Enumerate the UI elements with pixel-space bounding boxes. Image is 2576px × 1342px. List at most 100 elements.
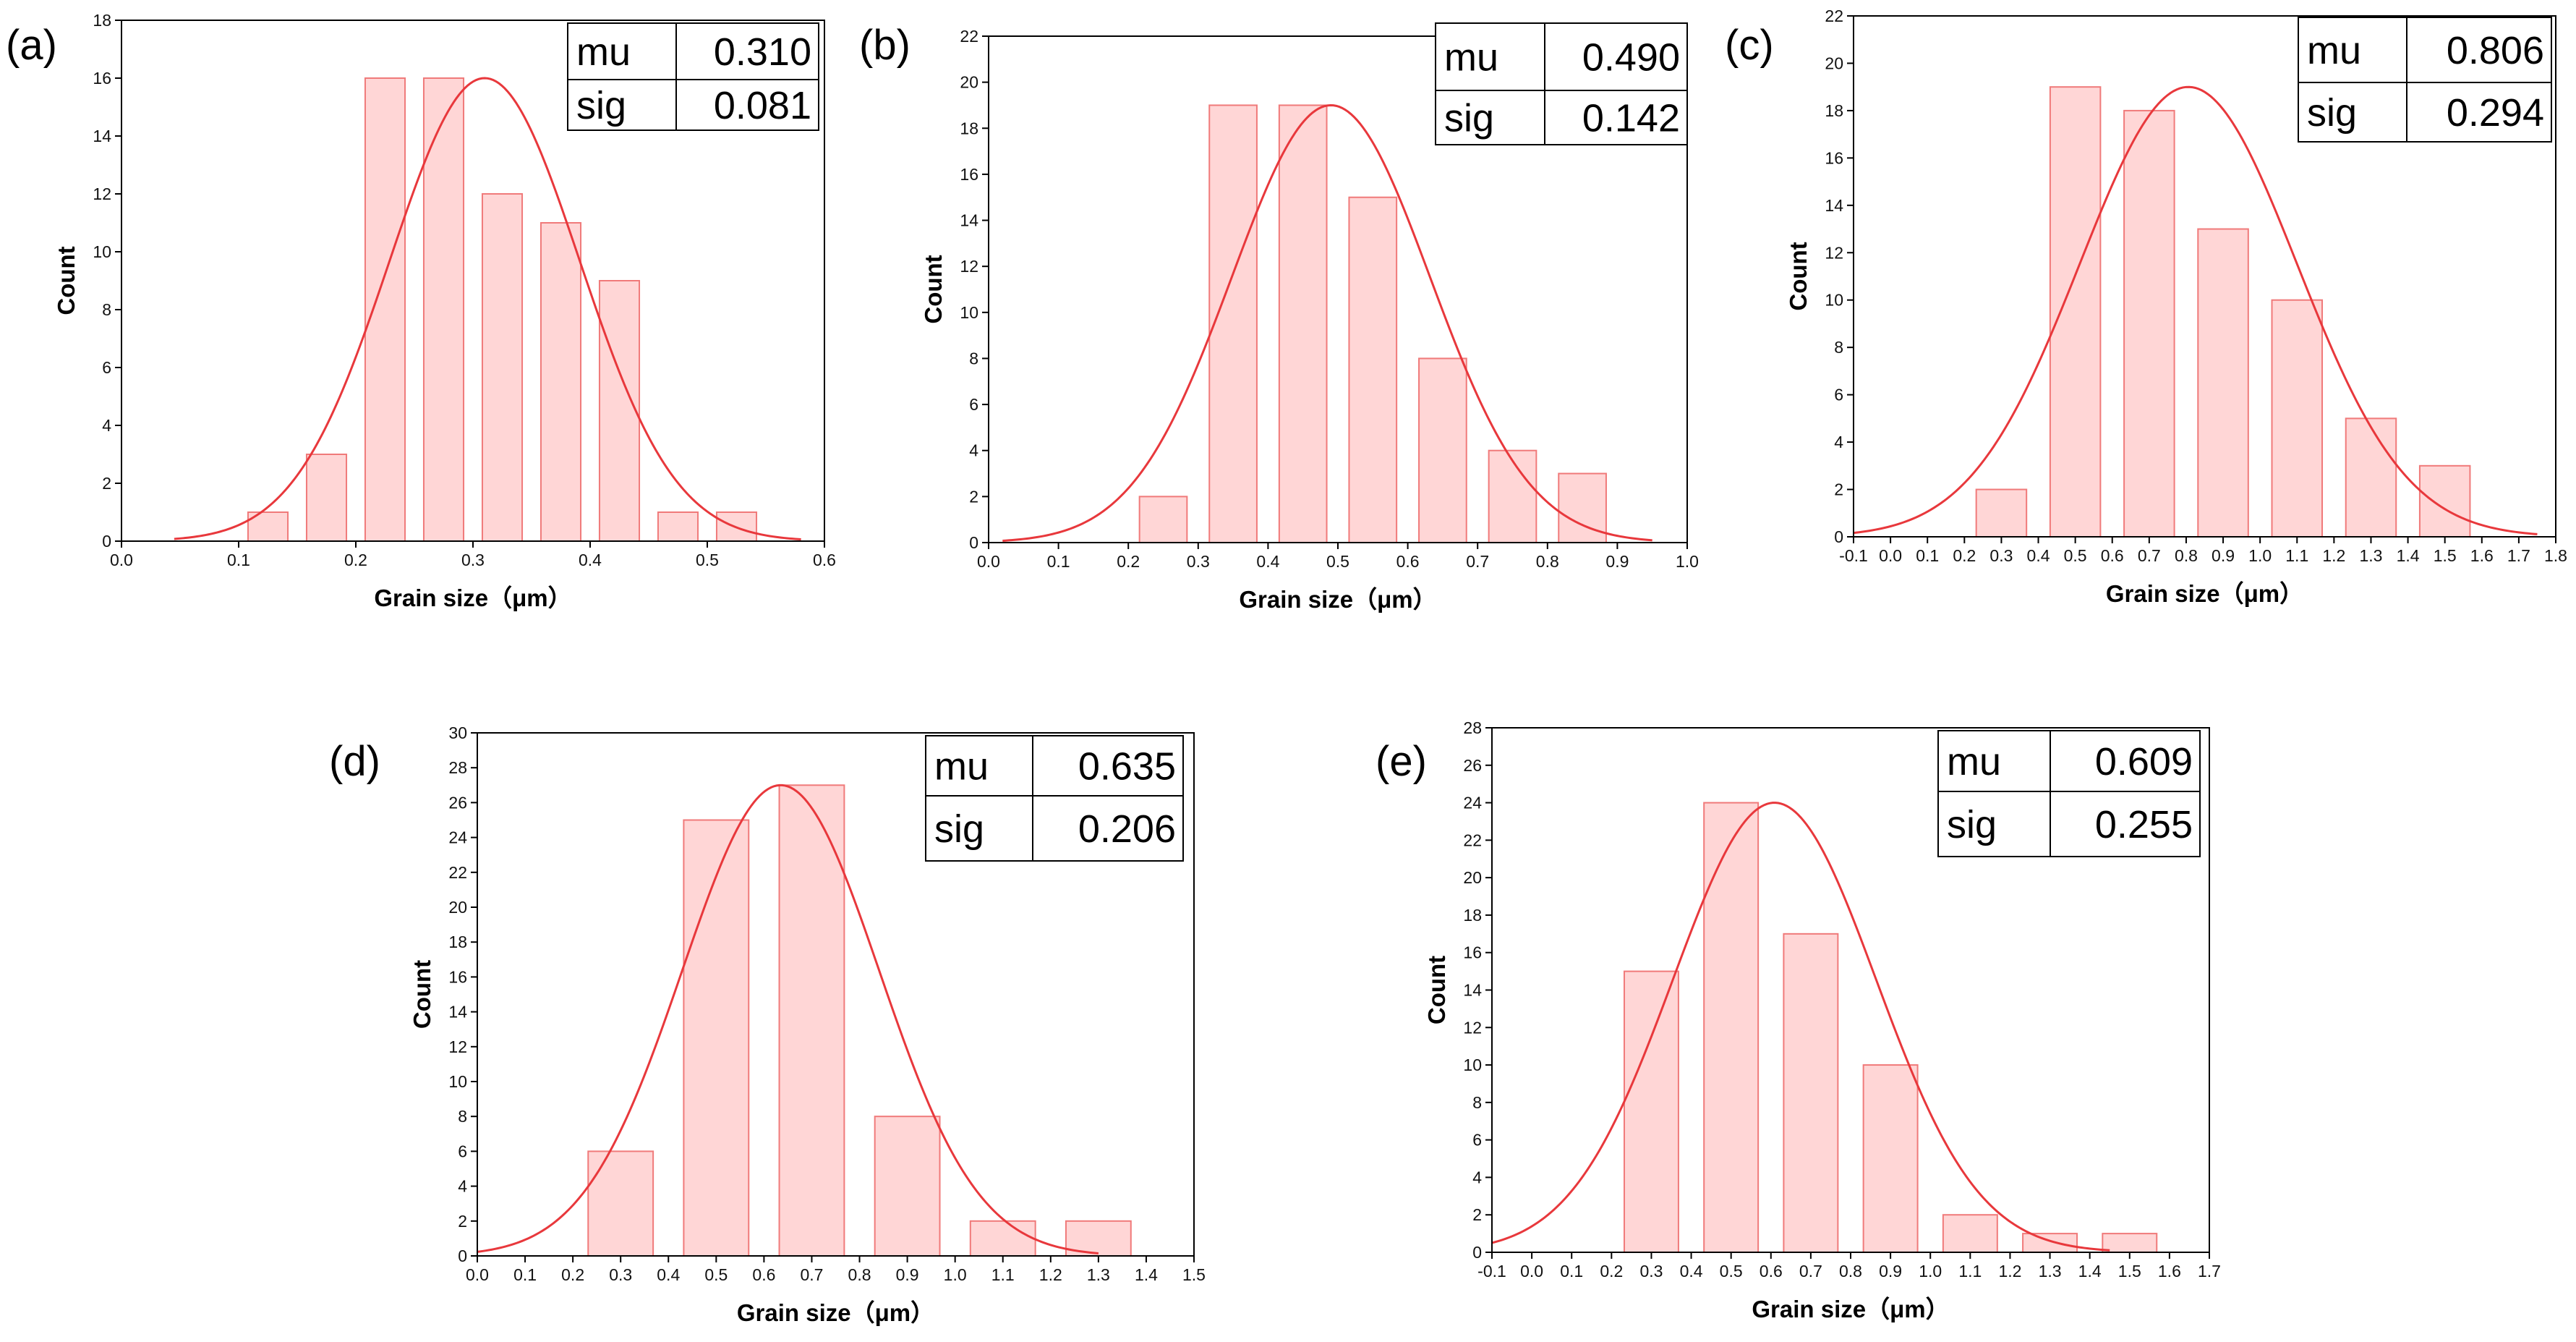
x-axis-label: Grain size（μm） [1239, 586, 1436, 613]
panel-label: (d) [329, 738, 380, 785]
x-tick-label: 0.3 [1989, 546, 2013, 565]
y-tick-label: 8 [458, 1107, 467, 1126]
y-tick-label: 8 [102, 300, 111, 319]
stats-table [2298, 17, 2552, 143]
x-tick-label: 0.3 [1639, 1262, 1663, 1281]
y-tick-label: 6 [102, 358, 111, 377]
x-tick-label: 0.6 [752, 1265, 775, 1284]
x-tick-label: 1.5 [1182, 1265, 1206, 1284]
x-tick-label: 0.3 [609, 1265, 632, 1284]
y-tick-label: 24 [448, 828, 467, 847]
y-tick-label: 20 [448, 898, 467, 917]
y-tick-label: 8 [1834, 338, 1843, 357]
x-tick-label: 0.0 [1879, 546, 1902, 565]
y-tick-label: 12 [960, 257, 978, 276]
x-tick-label: 0.4 [579, 551, 602, 569]
y-tick-label: 14 [1825, 196, 1843, 215]
y-tick-label: 22 [960, 27, 978, 46]
x-tick-label: 0.2 [1117, 552, 1140, 571]
x-tick-label: 0.6 [813, 551, 836, 569]
y-tick-label: 18 [1463, 906, 1482, 925]
y-tick-label: 2 [458, 1212, 467, 1231]
y-tick-label: 14 [93, 127, 111, 145]
x-tick-label: 1.3 [1087, 1265, 1110, 1284]
y-tick-label: 2 [1472, 1205, 1482, 1224]
y-tick-label: 0 [1834, 527, 1843, 546]
stats-table [1435, 22, 1688, 145]
bar [2123, 109, 2175, 538]
y-tick-label: 18 [448, 933, 467, 951]
x-axis-label: Grain size（μm） [1752, 1296, 1949, 1322]
stats-label: mu [934, 745, 989, 789]
x-tick-label: 1.2 [1998, 1262, 2021, 1281]
x-tick-label: 0.4 [1680, 1262, 1703, 1281]
stats-label: sig [1947, 803, 1997, 846]
x-tick-label: 0.6 [2101, 546, 2124, 565]
bar [778, 784, 845, 1257]
stats-value: 0.081 [714, 84, 811, 127]
panel-label: (e) [1376, 738, 1427, 785]
x-tick-label: 0.0 [1520, 1262, 1543, 1281]
y-tick-label: 12 [448, 1037, 467, 1056]
x-tick-label: 1.2 [1039, 1265, 1062, 1284]
stats-value: 0.806 [2447, 29, 2544, 72]
x-tick-label: 0.7 [1799, 1262, 1822, 1281]
x-tick-label: 0.7 [800, 1265, 823, 1284]
y-tick-label: 24 [1463, 794, 1482, 812]
y-tick-label: 26 [448, 793, 467, 812]
stats-value: 0.255 [2095, 803, 2193, 846]
y-tick-label: 6 [1834, 386, 1843, 404]
stats-value: 0.294 [2447, 91, 2544, 135]
chart-panel-3: -0.1 0.0 0.1 0.2 0.3 0.4 0.5 0.6 0.7 0.8 0.9 1.0 1.1… [1725, 7, 2567, 607]
bar [481, 193, 524, 542]
x-tick-label: 1.1 [1958, 1262, 1982, 1281]
y-tick-label: 10 [960, 303, 978, 322]
x-tick-label: 1.5 [2434, 546, 2457, 565]
y-tick-label: 0 [458, 1247, 467, 1265]
x-tick-label: 0.7 [2138, 546, 2161, 565]
x-tick-label: 0.4 [2027, 546, 2050, 565]
bar [539, 222, 582, 542]
y-tick-label: 14 [960, 211, 978, 230]
x-tick-label: 0.5 [2064, 546, 2087, 565]
stats-table [1937, 730, 2201, 857]
stats-value: 0.635 [1078, 745, 1176, 789]
y-tick-label: 28 [448, 758, 467, 777]
bar [2197, 228, 2249, 538]
stats-label: mu [576, 30, 631, 74]
x-tick-label: 0.3 [461, 551, 485, 569]
x-tick-label: 1.4 [2397, 546, 2420, 565]
x-axis-label: Grain size（μm） [737, 1299, 934, 1326]
y-tick-label: 26 [1463, 756, 1482, 775]
stats-label: sig [576, 84, 626, 127]
y-tick-label: 18 [93, 11, 111, 30]
bar [1208, 104, 1258, 544]
x-tick-label: 0.4 [657, 1265, 680, 1284]
x-tick-label: 1.0 [2248, 546, 2272, 565]
fit-curve [1853, 85, 2538, 535]
bar [598, 280, 641, 542]
panel-label: (c) [1725, 22, 1774, 69]
stats-label: sig [1444, 97, 1494, 140]
y-tick-label: 16 [1825, 148, 1843, 167]
stats-value: 0.609 [2095, 740, 2193, 783]
x-tick-label: 0.6 [1396, 552, 1420, 571]
bar [2102, 1233, 2158, 1254]
y-tick-label: 8 [969, 349, 978, 368]
bar [874, 1116, 941, 1257]
x-tick-label: 0.5 [1326, 552, 1349, 571]
y-axis-label: Count [1785, 242, 1812, 310]
bar [1703, 802, 1760, 1253]
y-tick-label: 20 [1825, 54, 1843, 72]
panel-label: (b) [859, 22, 910, 69]
y-tick-label: 2 [1834, 480, 1843, 499]
x-tick-label: 0.0 [977, 552, 1000, 571]
y-tick-label: 18 [960, 119, 978, 137]
x-tick-label: 0.0 [466, 1265, 489, 1284]
x-tick-label: 0.1 [1047, 552, 1070, 571]
panel-label: (a) [6, 22, 57, 69]
x-tick-label: 0.9 [896, 1265, 919, 1284]
y-tick-label: 12 [93, 184, 111, 203]
y-tick-label: 6 [1472, 1131, 1482, 1150]
y-axis-label: Count [409, 960, 435, 1029]
